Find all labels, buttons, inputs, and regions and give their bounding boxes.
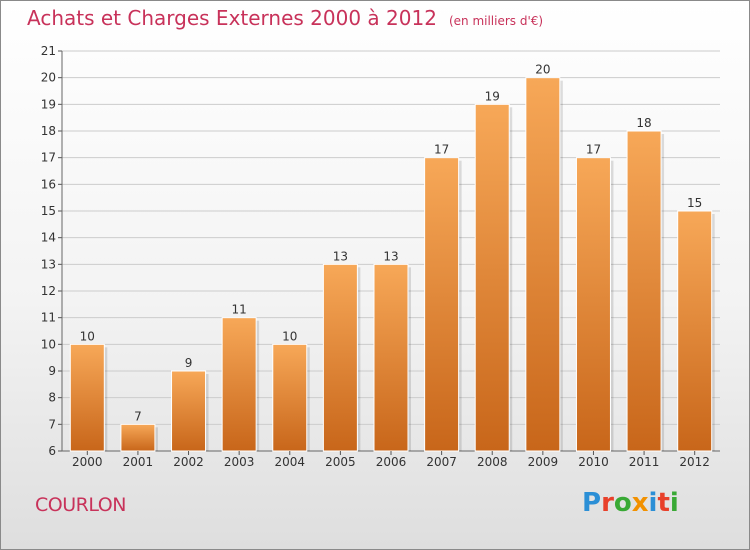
y-tick-label: 9 [48,364,56,378]
bar [424,157,460,452]
x-tick-label: 2012 [679,455,710,469]
bar [373,263,409,452]
y-tick-label: 13 [41,257,56,271]
y-tick-label: 20 [41,71,56,85]
proxiti-logo: Proxiti [582,488,679,518]
x-tick-label: 2008 [477,455,508,469]
logo-letter: i [648,488,658,518]
bar [272,343,308,452]
x-tick-label: 2000 [72,455,103,469]
city-name: COURLON [35,494,126,516]
y-tick-label: 17 [41,151,56,165]
bar [474,103,510,452]
y-tick-label: 8 [48,391,56,405]
x-tick-label: 2004 [274,455,305,469]
data-label: 10 [80,329,95,343]
data-label: 17 [434,143,449,157]
y-tick-label: 15 [41,204,56,218]
data-label: 19 [485,89,500,103]
chart-subtitle: (en milliers d'€) [448,14,544,28]
chart-title-text: Achats et Charges Externes 2000 à 2012 [27,6,437,30]
x-tick-label: 2011 [629,455,660,469]
data-label: 11 [232,303,247,317]
logo-letter: i [669,488,679,518]
y-tick-label: 7 [48,417,56,431]
data-label: 13 [383,249,398,263]
y-tick-label: 12 [41,284,56,298]
x-tick-label: 2002 [173,455,204,469]
bar [677,210,713,452]
logo-letter: o [613,488,632,518]
bar [171,370,207,452]
data-label: 15 [687,196,702,210]
logo-letter: P [582,488,602,518]
y-tick-label: 18 [41,124,56,138]
data-label: 9 [185,356,193,370]
bar [322,263,358,452]
data-label: 10 [282,329,297,343]
data-label: 17 [586,143,601,157]
bar [525,77,561,452]
y-tick-label: 16 [41,177,56,191]
y-tick-label: 19 [41,97,56,111]
data-label: 20 [535,63,550,77]
y-tick-label: 6 [48,444,56,458]
x-tick-label: 2010 [578,455,609,469]
logo-letter: r [601,488,614,518]
y-tick-label: 11 [41,311,56,325]
x-tick-label: 2007 [426,455,457,469]
data-label: 18 [636,116,651,130]
logo-letter: t [657,488,670,518]
bar [120,423,156,452]
x-tick-label: 2009 [528,455,559,469]
bar [221,317,257,452]
data-label: 7 [134,409,142,423]
bar [626,130,662,452]
y-tick-label: 21 [41,44,56,58]
logo-letter: x [631,488,649,518]
bar [575,157,611,452]
x-tick-label: 2003 [224,455,255,469]
y-tick-label: 14 [41,231,56,245]
data-label: 13 [333,249,348,263]
x-tick-label: 2001 [123,455,154,469]
x-tick-label: 2005 [325,455,356,469]
chart-title: Achats et Charges Externes 2000 à 2012 (e… [27,6,543,30]
x-tick-label: 2006 [376,455,407,469]
y-tick-label: 10 [41,337,56,351]
bar [69,343,105,452]
